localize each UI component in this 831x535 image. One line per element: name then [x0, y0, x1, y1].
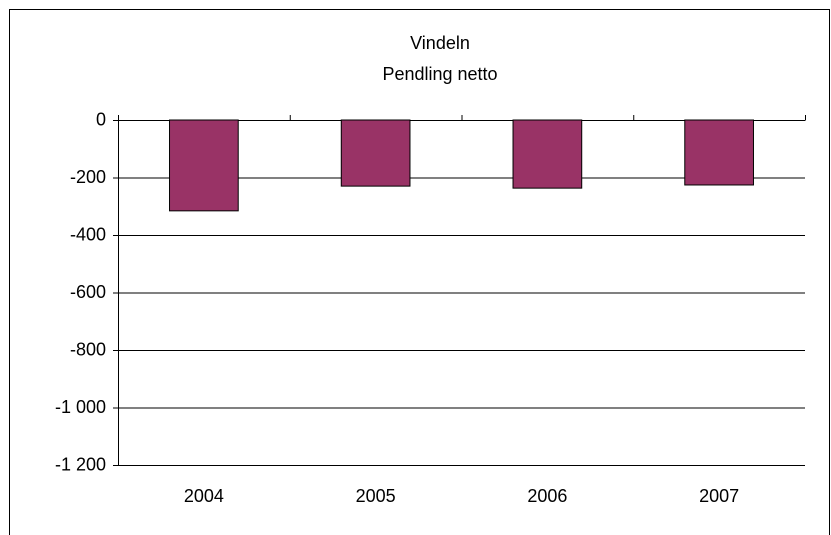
- y-tick-label: 0: [96, 109, 106, 129]
- x-tick-label: 2006: [527, 486, 567, 506]
- y-tick-label: -1 000: [55, 397, 106, 417]
- y-tick-label: -1 200: [55, 454, 106, 474]
- x-tick-label: 2004: [184, 486, 224, 506]
- bar: [684, 119, 754, 186]
- x-tick-label: 2005: [356, 486, 396, 506]
- chart-subtitle: Pendling netto: [382, 64, 497, 84]
- bar: [169, 119, 239, 212]
- y-tick-label: -800: [70, 339, 106, 359]
- y-tick-label: -600: [70, 282, 106, 302]
- y-tick-label: -200: [70, 167, 106, 187]
- chart-title: Vindeln: [410, 33, 470, 53]
- chart-frame: [9, 9, 830, 535]
- y-tick-label: -400: [70, 224, 106, 244]
- x-tick-label: 2007: [699, 486, 739, 506]
- bar: [340, 119, 411, 187]
- bar: [512, 119, 583, 189]
